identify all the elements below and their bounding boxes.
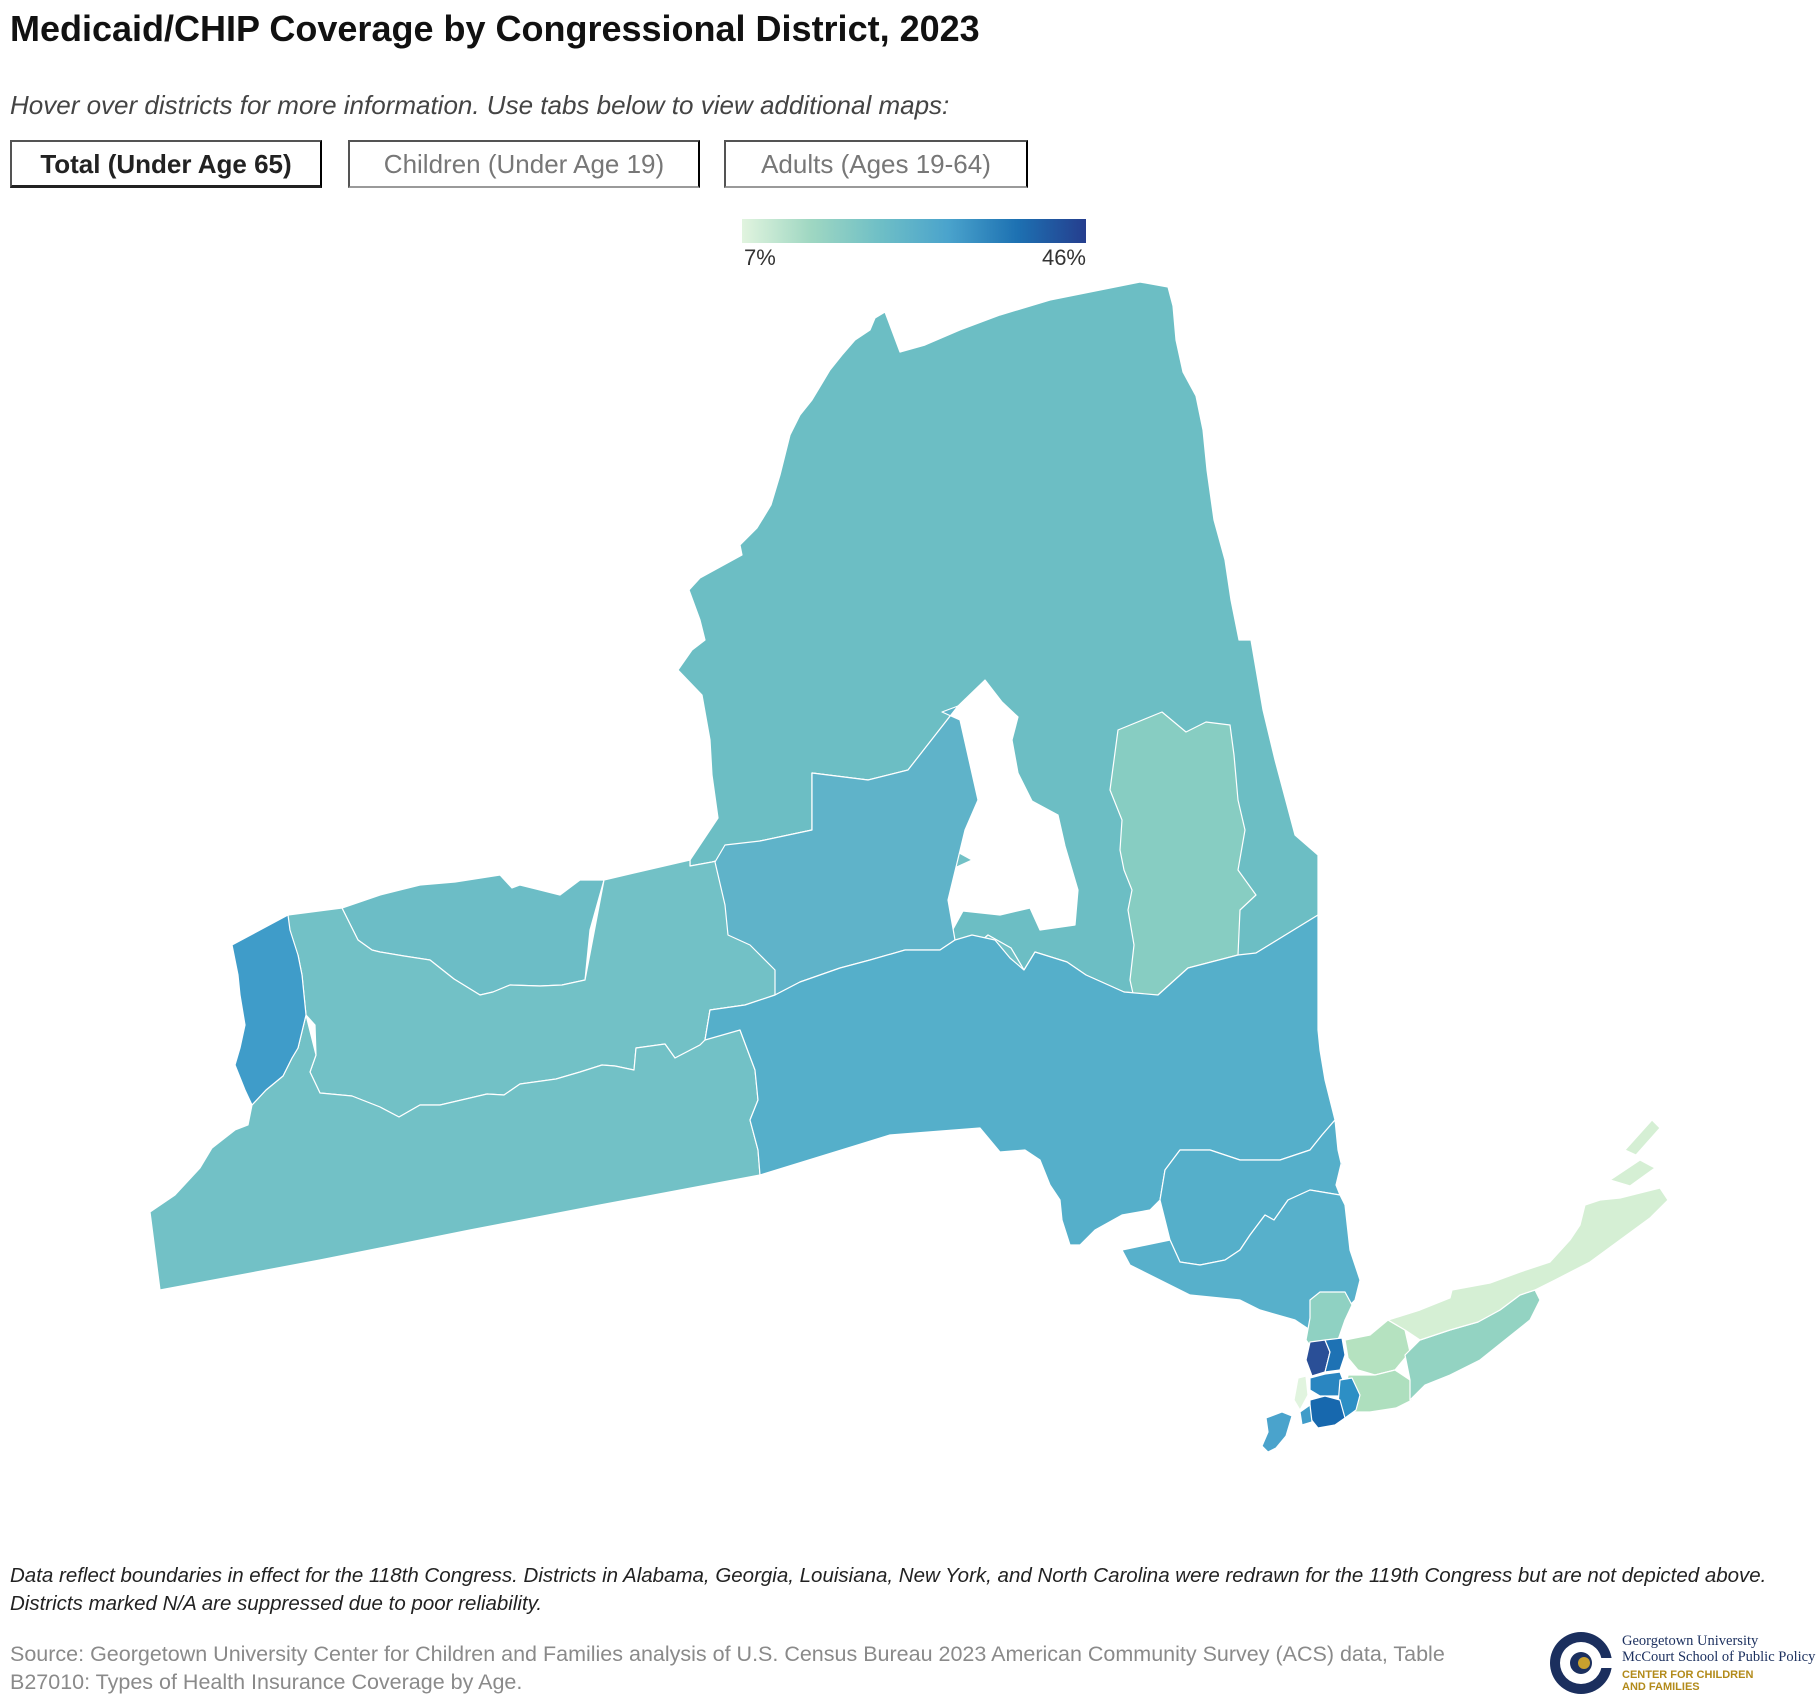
footnote: Data reflect boundaries in effect for th… bbox=[10, 1564, 1767, 1615]
district-lower-hudson[interactable] bbox=[1121, 1189, 1361, 1331]
tab-children[interactable]: Children (Under Age 19) bbox=[348, 140, 700, 188]
tab-adults[interactable]: Adults (Ages 19-64) bbox=[724, 140, 1028, 188]
district-manhattan[interactable] bbox=[1293, 1375, 1309, 1411]
district-bronx-upper[interactable] bbox=[1324, 1337, 1346, 1373]
district-brooklyn-central[interactable] bbox=[1299, 1404, 1313, 1426]
legend-gradient-bar bbox=[742, 219, 1086, 243]
suffolk-north-fork bbox=[1609, 1159, 1656, 1187]
district-brooklyn[interactable] bbox=[1309, 1395, 1346, 1429]
logo-line-3: CENTER FOR CHILDREN bbox=[1622, 1669, 1754, 1681]
logo-line-4: AND FAMILIES bbox=[1622, 1681, 1700, 1693]
suffolk-peninsula bbox=[1624, 1119, 1661, 1156]
source-text: Source: Georgetown University Center for… bbox=[10, 1642, 1445, 1694]
logo-line-1: Georgetown University bbox=[1622, 1633, 1759, 1649]
georgetown-logo: Georgetown University McCourt School of … bbox=[1548, 1630, 1815, 1698]
district-buffalo[interactable] bbox=[231, 914, 307, 1106]
district-nassau-north[interactable] bbox=[1344, 1319, 1411, 1376]
district-staten-island[interactable] bbox=[1261, 1411, 1293, 1453]
legend-max-label: 46% bbox=[1041, 245, 1086, 270]
district-central-ny[interactable] bbox=[714, 705, 979, 996]
tab-total[interactable]: Total (Under Age 65) bbox=[10, 140, 322, 188]
page-title: Medicaid/CHIP Coverage by Congressional … bbox=[10, 8, 980, 49]
georgetown-seal-icon bbox=[1550, 1632, 1614, 1694]
page-subtitle: Hover over districts for more informatio… bbox=[10, 90, 950, 120]
legend-min-label: 7% bbox=[744, 245, 776, 270]
color-legend: 7% 46% bbox=[742, 219, 1086, 270]
district-map bbox=[149, 281, 1669, 1453]
logo-text: Georgetown University McCourt School of … bbox=[1622, 1633, 1815, 1693]
district-suffolk-east[interactable] bbox=[1387, 1187, 1669, 1341]
logo-line-2: McCourt School of Public Policy bbox=[1622, 1649, 1816, 1665]
